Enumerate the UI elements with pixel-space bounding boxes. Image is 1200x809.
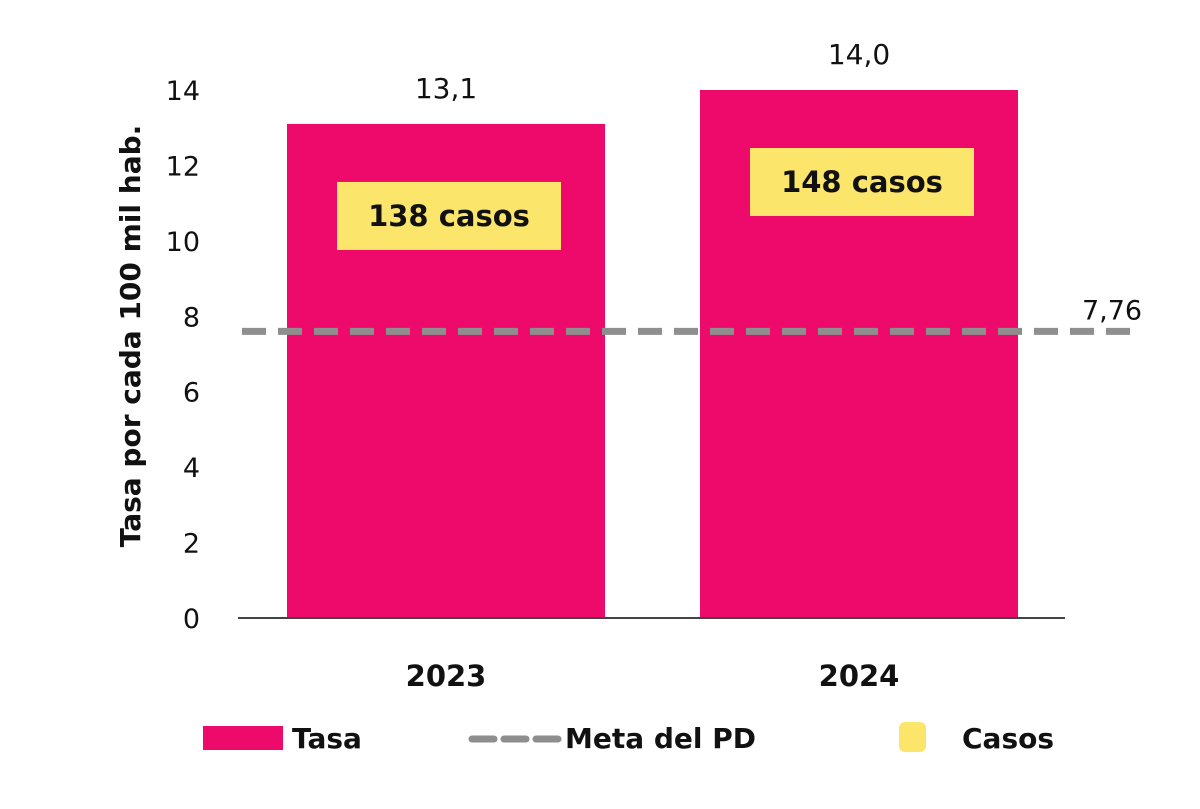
y-tick-label: 2 (183, 529, 200, 560)
legend-label-casos: Casos (962, 722, 1054, 755)
x-tick-label: 2023 (406, 659, 487, 693)
cases-label: 138 casos (368, 199, 530, 233)
y-tick-label: 8 (183, 302, 200, 333)
x-tick-label: 2024 (819, 659, 900, 693)
target-label: 7,76 (1082, 295, 1142, 326)
legend-swatch-tasa (203, 726, 283, 750)
cases-box (337, 181, 561, 250)
legend-swatch-casos (899, 722, 926, 752)
y-axis-label: Tasa por cada 100 mil hab. (114, 125, 147, 548)
cases-box (750, 148, 974, 216)
y-tick-label: 6 (183, 378, 200, 409)
y-tick-label: 14 (166, 76, 200, 107)
bar-value-label: 13,1 (415, 72, 477, 105)
cases-label: 148 casos (781, 165, 943, 199)
y-tick-label: 0 (183, 604, 200, 635)
y-tick-label: 4 (183, 453, 200, 484)
legend-label-meta: Meta del PD (565, 722, 756, 755)
y-tick-label: 12 (166, 151, 200, 182)
bar-value-label: 14,0 (828, 38, 890, 71)
legend: Tasa Meta del PD Casos (203, 722, 1054, 755)
y-tick-label: 10 (166, 227, 200, 258)
legend-label-tasa: Tasa (292, 722, 362, 755)
